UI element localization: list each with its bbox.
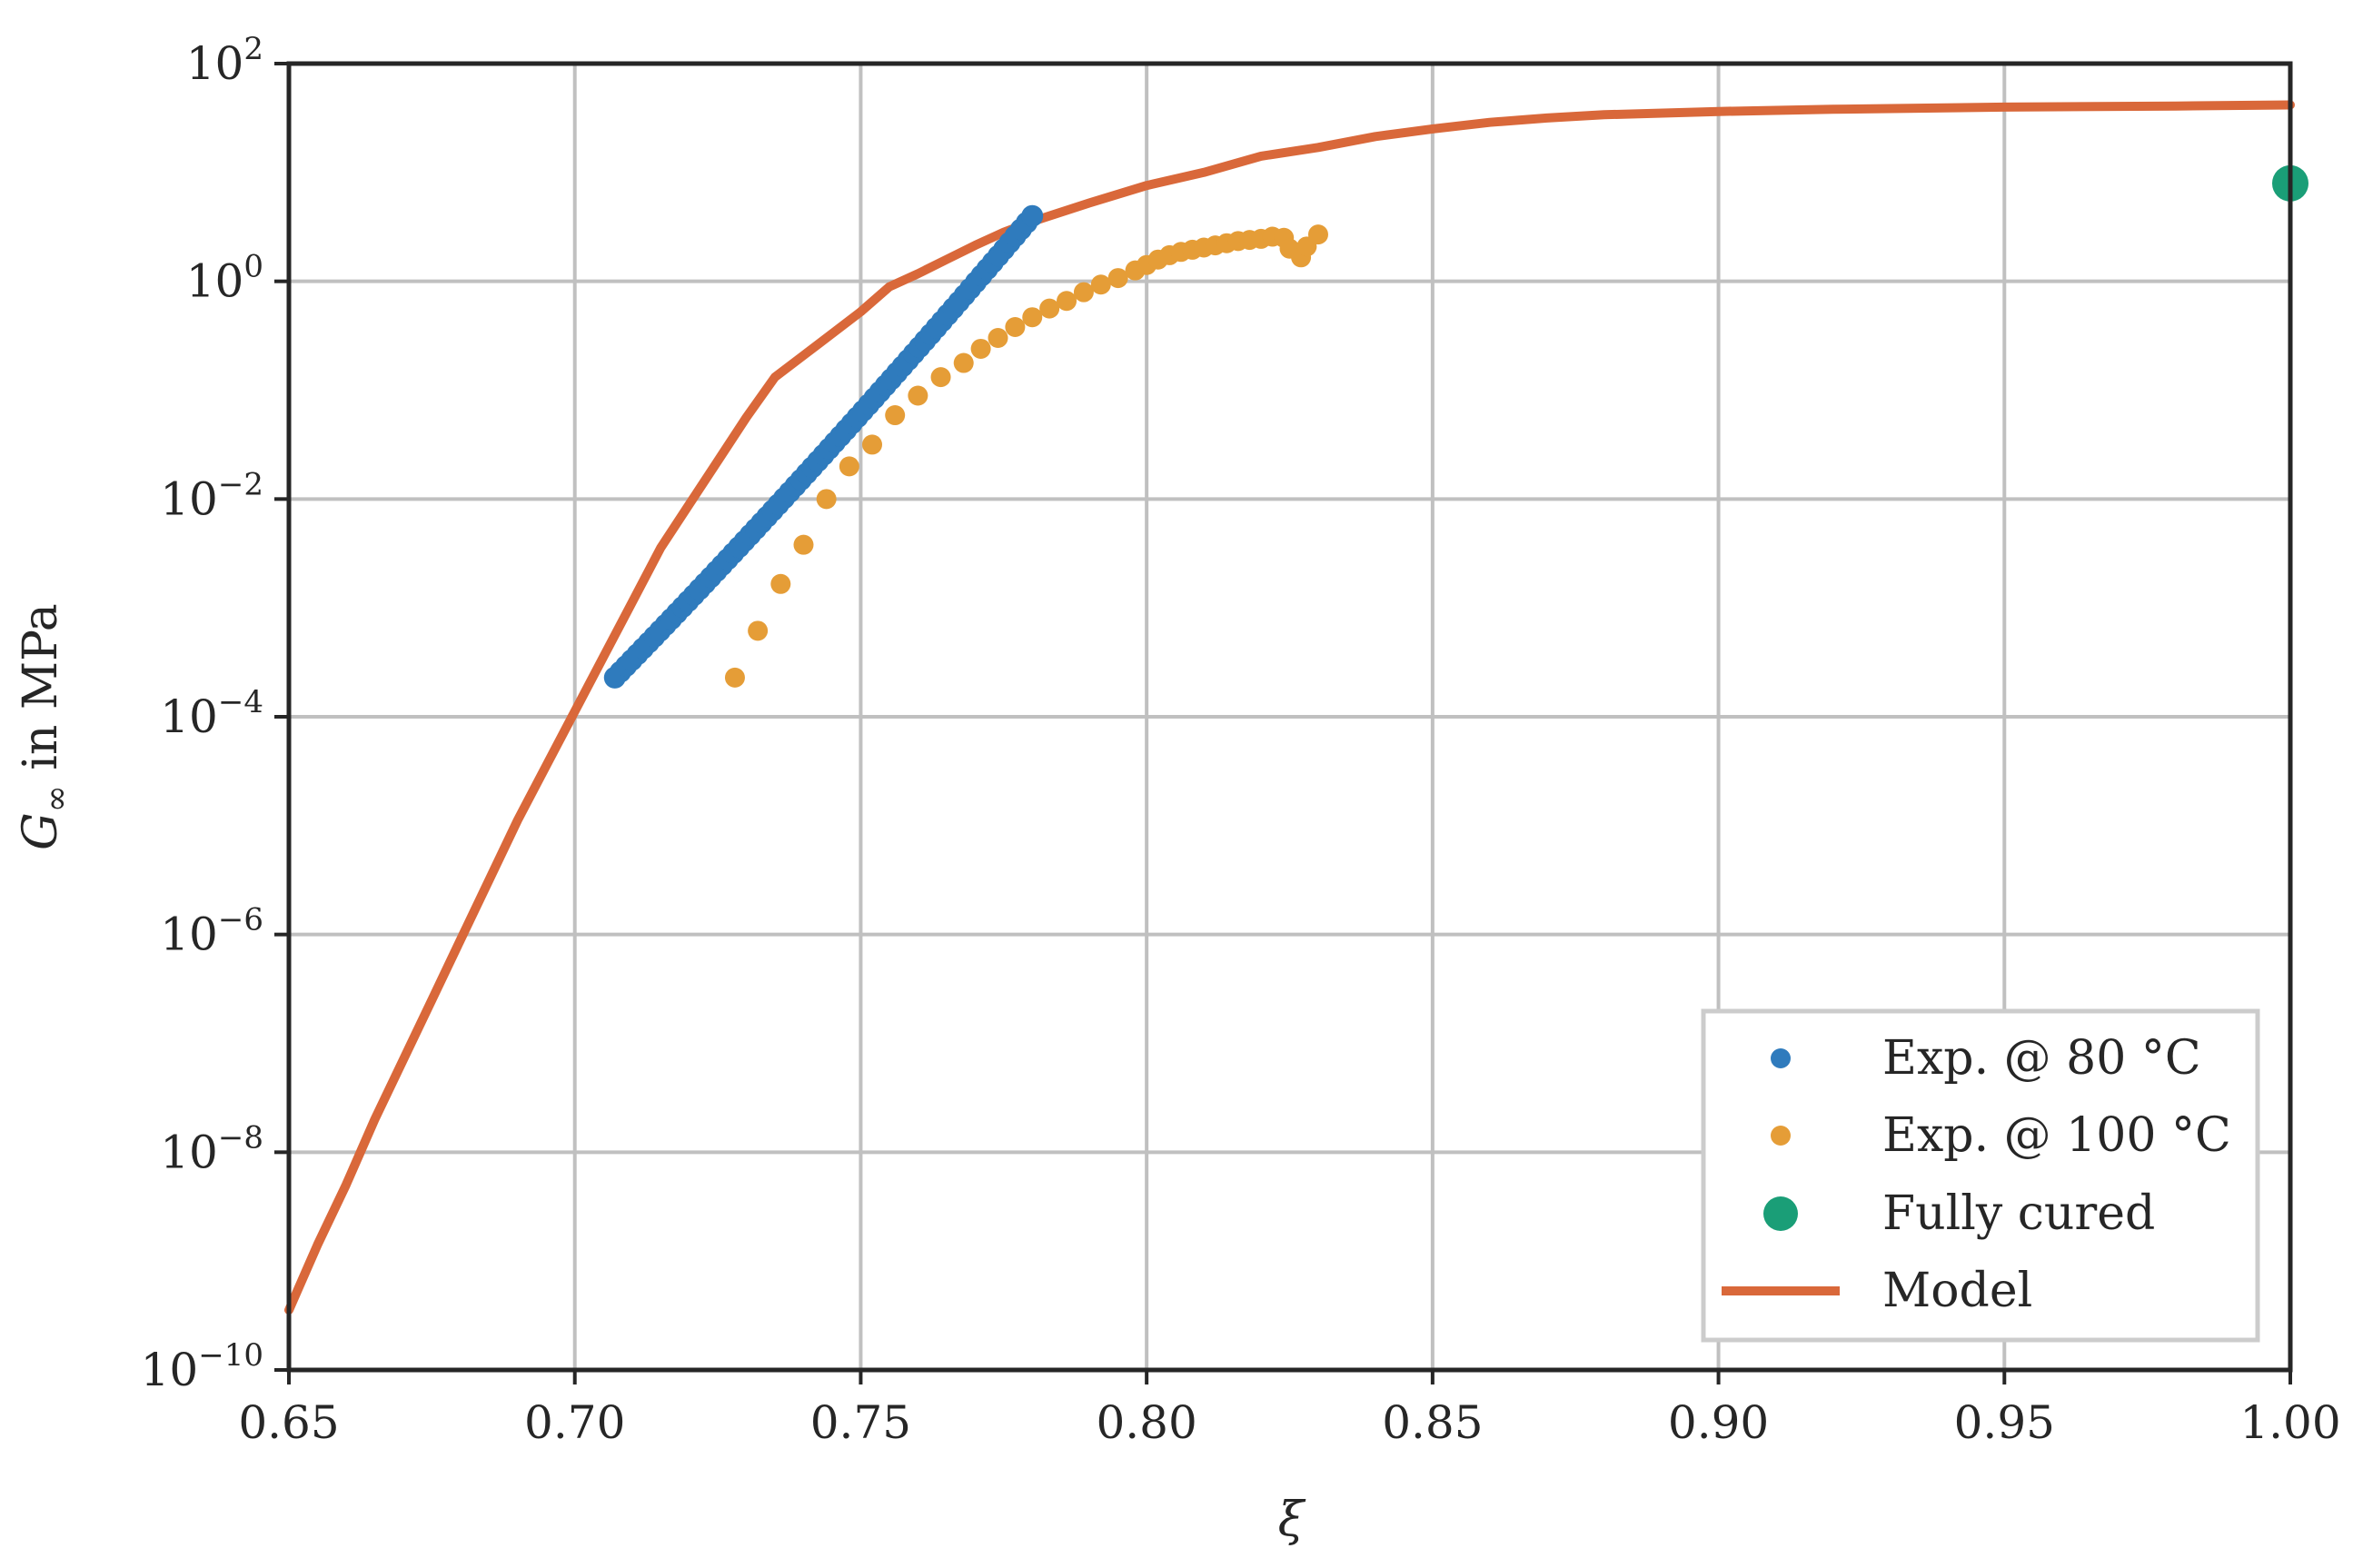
legend-label-exp-100c: Exp. @ 100 °C bbox=[1882, 1108, 2231, 1163]
legend-label-exp-80c: Exp. @ 80 °C bbox=[1882, 1031, 2201, 1086]
legend-box bbox=[1701, 1008, 2260, 1343]
y-tick-label: 102 bbox=[186, 31, 263, 90]
data-point-exp-100c bbox=[1090, 274, 1111, 295]
model-line bbox=[284, 100, 2295, 1315]
data-point-exp-100c bbox=[862, 434, 883, 455]
data-point-exp-100c bbox=[839, 456, 859, 477]
legend-marker-exp-80c bbox=[1771, 1048, 1791, 1068]
x-tick-label: 0.75 bbox=[810, 1396, 911, 1449]
y-tick-label: 10−8 bbox=[160, 1119, 263, 1178]
x-tick-labels: 0.65 0.70 0.75 0.80 0.85 0.90 0.95 1.00 bbox=[238, 1396, 2340, 1449]
y-tick-label: 10−2 bbox=[160, 466, 263, 525]
data-point-exp-100c bbox=[1073, 282, 1094, 303]
data-point-exp-100c bbox=[748, 620, 769, 641]
x-tick-label: 0.70 bbox=[524, 1396, 625, 1449]
legend-label-fully-cured: Fully cured bbox=[1882, 1186, 2155, 1241]
legend-label-model: Model bbox=[1882, 1264, 2032, 1318]
x-tick-label: 0.80 bbox=[1096, 1396, 1196, 1449]
x-tick-label: 0.90 bbox=[1668, 1396, 1769, 1449]
y-axis-label: G∞ in MPa bbox=[14, 603, 75, 850]
data-point-exp-100c bbox=[930, 367, 951, 388]
legend-marker-fully-cured bbox=[1763, 1196, 1798, 1231]
legend: Exp. @ 80 °C Exp. @ 100 °C Fully cured M… bbox=[1701, 1008, 2260, 1343]
x-axis-label: ξ bbox=[1278, 1493, 1306, 1547]
axis-ticks bbox=[274, 62, 2292, 1384]
data-point-exp-100c bbox=[970, 338, 991, 359]
data-point-exp-100c bbox=[816, 489, 837, 510]
x-tick-label: 1.00 bbox=[2239, 1396, 2340, 1449]
y-tick-label: 10−6 bbox=[160, 902, 263, 961]
exp-100c-series bbox=[724, 224, 1328, 688]
data-point-exp-100c bbox=[1307, 224, 1328, 245]
data-point-exp-100c bbox=[1107, 268, 1128, 289]
x-tick-label: 0.95 bbox=[1954, 1396, 2055, 1449]
data-point-exp-80c bbox=[1021, 204, 1044, 227]
data-point-exp-100c bbox=[793, 534, 814, 555]
data-point-exp-100c bbox=[988, 327, 1008, 348]
data-point-exp-100c bbox=[1039, 298, 1060, 319]
data-point-exp-100c bbox=[1005, 316, 1026, 337]
y-tick-label: 10−4 bbox=[160, 684, 263, 743]
data-point-exp-100c bbox=[1022, 307, 1043, 328]
data-point-exp-100c bbox=[724, 667, 745, 688]
legend-marker-exp-100c bbox=[1771, 1126, 1791, 1146]
y-tick-labels: 102 100 10−2 10−4 10−6 10−8 10−10 bbox=[141, 31, 263, 1396]
x-tick-label: 0.85 bbox=[1382, 1396, 1483, 1449]
data-point-exp-100c bbox=[1057, 291, 1077, 312]
data-point-exp-100c bbox=[770, 573, 791, 594]
data-point-exp-100c bbox=[885, 405, 906, 426]
data-point-exp-100c bbox=[908, 385, 928, 406]
y-tick-label: 100 bbox=[186, 249, 263, 308]
y-tick-label: 10−10 bbox=[141, 1337, 263, 1396]
exp-80c-series bbox=[603, 204, 1044, 689]
x-tick-label: 0.65 bbox=[238, 1396, 339, 1449]
model-series bbox=[284, 100, 2295, 1315]
data-point-exp-100c bbox=[953, 352, 974, 373]
